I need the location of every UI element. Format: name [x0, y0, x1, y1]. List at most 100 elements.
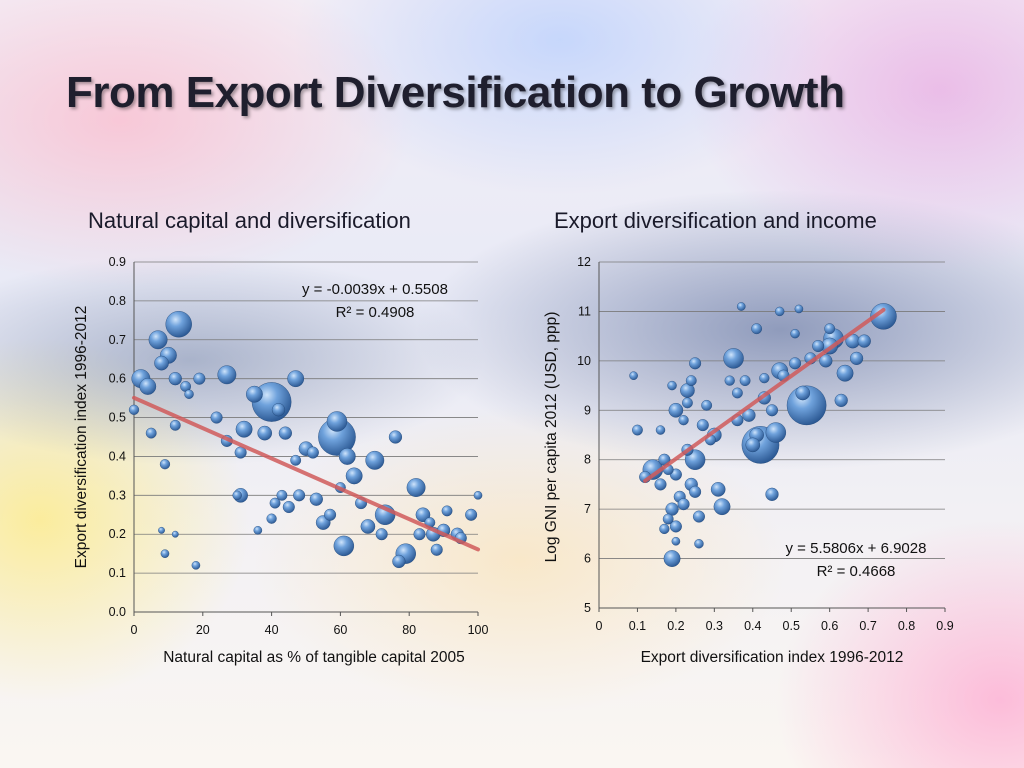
- data-point: [158, 526, 165, 534]
- data-point: [232, 490, 242, 501]
- data-point: [253, 526, 263, 535]
- trendline: [132, 395, 480, 552]
- data-point: [677, 498, 690, 511]
- data-point: [812, 340, 825, 353]
- data-point: [309, 492, 323, 506]
- x-tick-label: 40: [265, 623, 279, 637]
- y-tick-label: 12: [577, 255, 591, 269]
- data-point: [169, 419, 181, 431]
- data-point: [145, 427, 157, 439]
- y-tick-label: 0.2: [109, 527, 126, 541]
- y-tick-label: 0.3: [109, 488, 126, 502]
- data-point: [857, 334, 871, 348]
- data-point: [774, 306, 785, 317]
- y-tick-label: 0.6: [109, 372, 126, 386]
- r-squared-label: R² = 0.4908: [336, 304, 415, 321]
- data-point: [710, 482, 726, 497]
- x-tick-label: 0: [131, 623, 138, 637]
- data-point: [870, 303, 897, 330]
- data-point: [736, 302, 746, 311]
- x-tick-label: 0.6: [821, 619, 838, 633]
- data-point: [824, 323, 836, 335]
- data-point: [696, 419, 709, 432]
- data-point: [345, 467, 363, 485]
- data-point: [217, 365, 237, 385]
- data-point: [667, 380, 677, 391]
- data-point: [766, 404, 779, 417]
- data-point: [789, 357, 802, 370]
- data-point: [668, 402, 684, 418]
- data-point: [659, 523, 670, 535]
- data-point: [663, 550, 681, 567]
- y-tick-label: 8: [584, 453, 591, 467]
- data-point: [662, 513, 674, 525]
- data-point: [388, 430, 403, 444]
- data-point: [154, 355, 169, 371]
- x-axis-label: Natural capital as % of tangible capital…: [163, 649, 465, 666]
- data-point: [413, 528, 426, 541]
- data-point: [278, 426, 292, 440]
- chart-right-title: Export diversification and income: [554, 208, 877, 233]
- x-tick-label: 60: [333, 623, 347, 637]
- x-tick-label: 80: [402, 623, 416, 637]
- data-point: [849, 351, 864, 365]
- data-point: [326, 411, 348, 432]
- x-tick-label: 0.1: [629, 619, 646, 633]
- y-tick-label: 11: [578, 304, 591, 318]
- data-point: [276, 489, 288, 501]
- trendline-equation: y = 5.5806x + 6.9028: [786, 540, 927, 557]
- data-point: [168, 372, 182, 386]
- data-point: [406, 478, 426, 497]
- data-point: [689, 485, 702, 498]
- data-point: [701, 399, 713, 411]
- data-point: [671, 536, 681, 546]
- data-point: [669, 520, 682, 533]
- y-tick-label: 0.8: [109, 294, 126, 308]
- data-point: [184, 389, 194, 399]
- y-tick-label: 0.9: [109, 255, 126, 269]
- data-point: [732, 387, 743, 399]
- trendline-equation: y = -0.0039x + 0.5508: [302, 281, 448, 298]
- data-point: [473, 491, 483, 500]
- data-point: [287, 370, 305, 388]
- data-point: [759, 373, 770, 384]
- data-point: [235, 420, 253, 438]
- data-point: [465, 508, 478, 521]
- slide-title: From Export Diversification to Growth: [66, 68, 845, 117]
- data-point: [333, 535, 355, 557]
- y-tick-label: 0.1: [109, 566, 126, 580]
- chart-left-title: Natural capital and diversification: [88, 208, 411, 233]
- data-point: [689, 357, 702, 370]
- y-tick-label: 9: [584, 403, 591, 417]
- x-tick-label: 0.5: [783, 619, 800, 633]
- data-point: [271, 403, 286, 417]
- data-point: [654, 478, 667, 491]
- data-point: [338, 448, 356, 465]
- x-tick-label: 100: [468, 623, 489, 637]
- data-point: [392, 554, 406, 569]
- x-tick-label: 0.4: [744, 619, 761, 633]
- x-tick-label: 20: [196, 623, 210, 637]
- data-point: [210, 411, 223, 424]
- data-point: [685, 375, 697, 387]
- data-point: [751, 323, 763, 335]
- data-point: [682, 397, 693, 409]
- y-tick-label: 10: [577, 354, 591, 368]
- data-point: [629, 371, 638, 380]
- y-tick-label: 7: [584, 502, 591, 516]
- data-point: [290, 454, 302, 466]
- data-point: [678, 415, 689, 426]
- data-point: [306, 446, 319, 459]
- x-tick-label: 0.9: [936, 619, 953, 633]
- y-tick-label: 5: [584, 601, 591, 615]
- y-tick-label: 6: [584, 552, 591, 566]
- data-point: [245, 385, 263, 403]
- data-point: [269, 497, 281, 509]
- data-point: [632, 424, 643, 436]
- data-point: [834, 393, 848, 408]
- data-point: [324, 508, 337, 521]
- data-point: [765, 422, 787, 443]
- data-point: [795, 385, 811, 401]
- x-tick-label: 0.8: [898, 619, 915, 633]
